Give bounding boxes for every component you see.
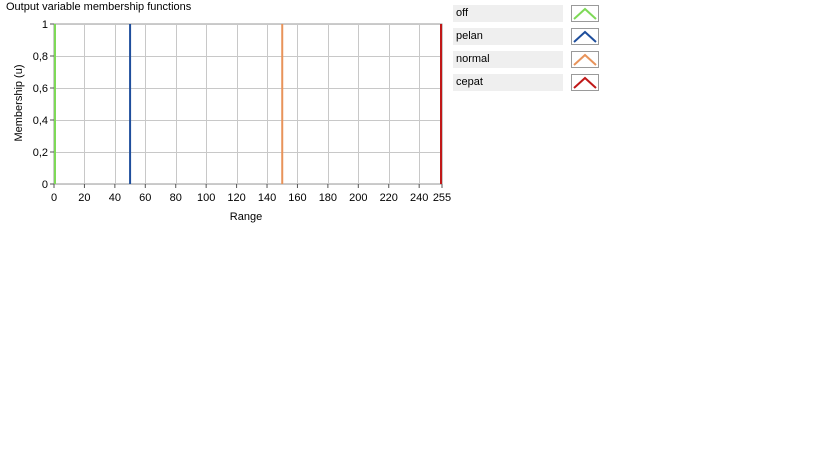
legend: off pelan normal cepat [453,5,603,97]
x-tick-label: 160 [288,192,306,204]
x-tick-label: 140 [258,192,276,204]
y-axis-label: Membership (u) [13,64,25,141]
legend-item-pelan[interactable]: pelan [453,28,603,51]
x-tick-label: 20 [78,192,90,204]
legend-label: cepat [453,74,563,91]
legend-swatch-cepat[interactable] [571,74,599,91]
x-tick-label: 120 [227,192,245,204]
y-axis: 0 0,2 0,4 0,6 0,8 1 [33,19,54,191]
legend-line-cepat [573,76,597,89]
x-tick-label: 40 [109,192,121,204]
legend-item-cepat[interactable]: cepat [453,74,603,97]
x-tick-label: 200 [349,192,367,204]
legend-label: normal [453,51,563,68]
y-tick-label: 0 [42,179,48,191]
series-lines [54,24,442,184]
legend-line-pelan [573,30,597,43]
legend-item-normal[interactable]: normal [453,51,603,74]
y-tick-label: 0,2 [33,147,48,159]
grid-lines [54,24,443,185]
y-tick-label: 1 [42,19,48,31]
x-tick-label: 220 [380,192,398,204]
x-axis: 0 20 40 60 80 100 120 140 160 180 200 220 240 255 [51,184,451,204]
y-tick-label: 0,6 [33,83,48,95]
x-tick-label: 100 [197,192,215,204]
legend-line-normal [573,53,597,66]
x-axis-label: Range [230,211,262,223]
y-tick-label: 0,8 [33,51,48,63]
chart-title: Output variable membership functions [6,1,192,13]
legend-line-off [573,7,597,20]
plot-area [53,23,443,185]
x-tick-label: 255 [433,192,451,204]
x-tick-label: 0 [51,192,57,204]
y-tick-label: 0,4 [33,115,48,127]
legend-swatch-normal[interactable] [571,51,599,68]
x-tick-label: 60 [139,192,151,204]
legend-item-off[interactable]: off [453,5,603,28]
legend-swatch-off[interactable] [571,5,599,22]
legend-label: off [453,5,563,22]
legend-label: pelan [453,28,563,45]
x-tick-label: 180 [319,192,337,204]
x-tick-label: 240 [410,192,428,204]
x-tick-label: 80 [170,192,182,204]
legend-swatch-pelan[interactable] [571,28,599,45]
